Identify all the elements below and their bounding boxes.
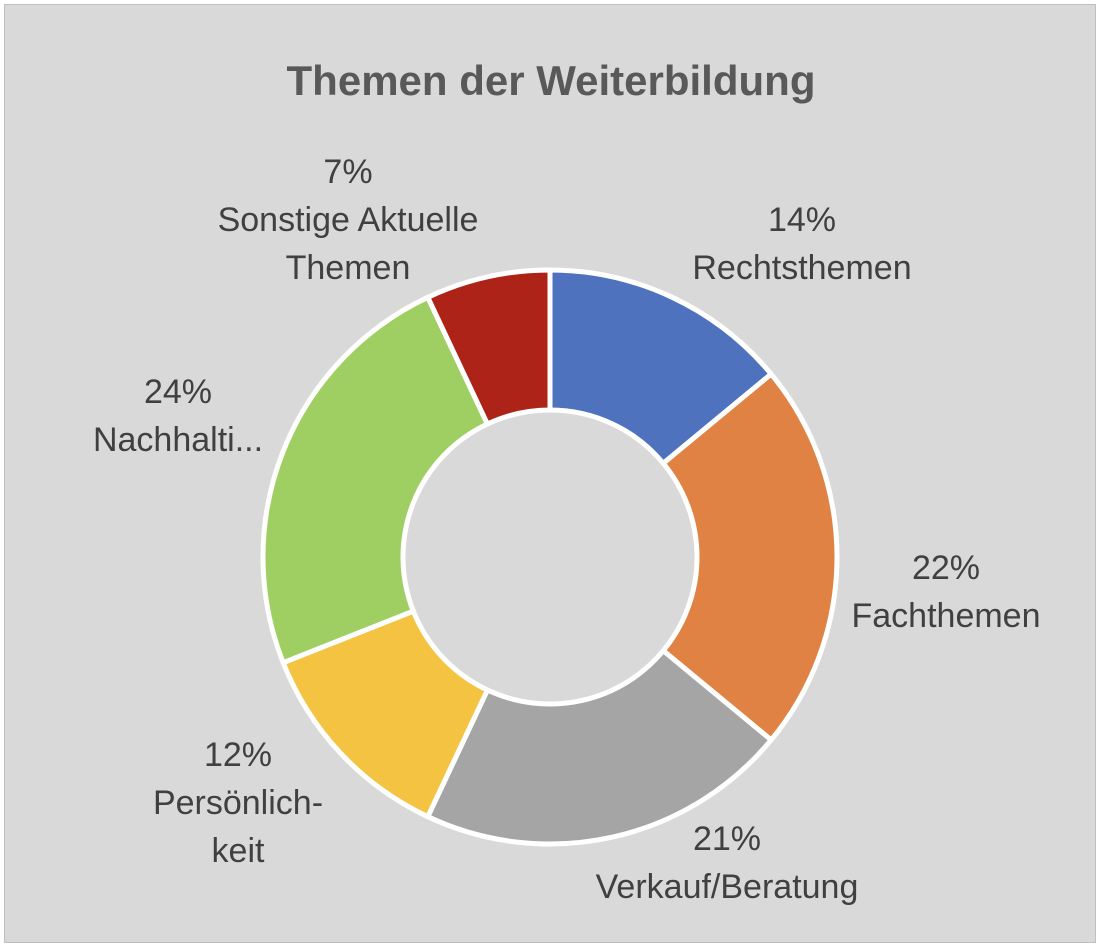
data-label-category: Persönlich- xyxy=(153,784,323,822)
slice-fachthemen xyxy=(660,371,840,743)
data-label-percent: 7% xyxy=(323,153,372,191)
slice-pers-nlichkeit xyxy=(280,608,490,820)
chart-area: Themen der Weiterbildung 14% Rechtsthemen… xyxy=(4,4,1096,943)
data-label-percent: 14% xyxy=(768,201,836,239)
data-label-category: Fachthemen xyxy=(852,597,1041,635)
data-label-category: Sonstige Aktuelle xyxy=(218,201,479,239)
data-label-verkauf-beratung: 21% Verkauf/Beratung xyxy=(596,820,859,906)
data-label-pers-nlichkeit: 12% Persönlich-keit xyxy=(153,736,323,870)
data-label-category: Nachhalti... xyxy=(93,421,263,459)
data-label-percent: 21% xyxy=(693,820,761,858)
data-label-category: Rechtsthemen xyxy=(692,249,911,287)
slice-verkauf-beratung xyxy=(425,648,774,847)
doughnut-chart: Themen der Weiterbildung 14% Rechtsthemen… xyxy=(93,57,1041,906)
data-label-percent: 12% xyxy=(204,736,272,774)
data-label-nachhaltigkeit: 24% Nachhalti... xyxy=(93,373,263,459)
slice-nachhaltigkeit xyxy=(260,294,490,666)
chart-title: Themen der Weiterbildung xyxy=(287,57,816,104)
data-label-category: keit xyxy=(212,832,265,870)
slice-sonstige-aktuelle-themen xyxy=(425,267,553,427)
labels-group: 14% Rechtsthemen 22% Fachthemen 21% Verkauf/B… xyxy=(93,153,1041,906)
data-label-sonstige-aktuelle-themen: 7% Sonstige Aktuelle Themen xyxy=(218,153,479,287)
data-label-category: Themen xyxy=(286,249,411,287)
slices-group xyxy=(260,267,840,847)
data-label-percent: 22% xyxy=(912,549,980,587)
data-label-category: Verkauf/Beratung xyxy=(596,868,859,906)
data-label-fachthemen: 22% Fachthemen xyxy=(852,549,1041,635)
data-label-rechtsthemen: 14% Rechtsthemen xyxy=(692,201,911,287)
data-label-percent: 24% xyxy=(144,373,212,411)
slice-rechtsthemen xyxy=(547,267,774,466)
